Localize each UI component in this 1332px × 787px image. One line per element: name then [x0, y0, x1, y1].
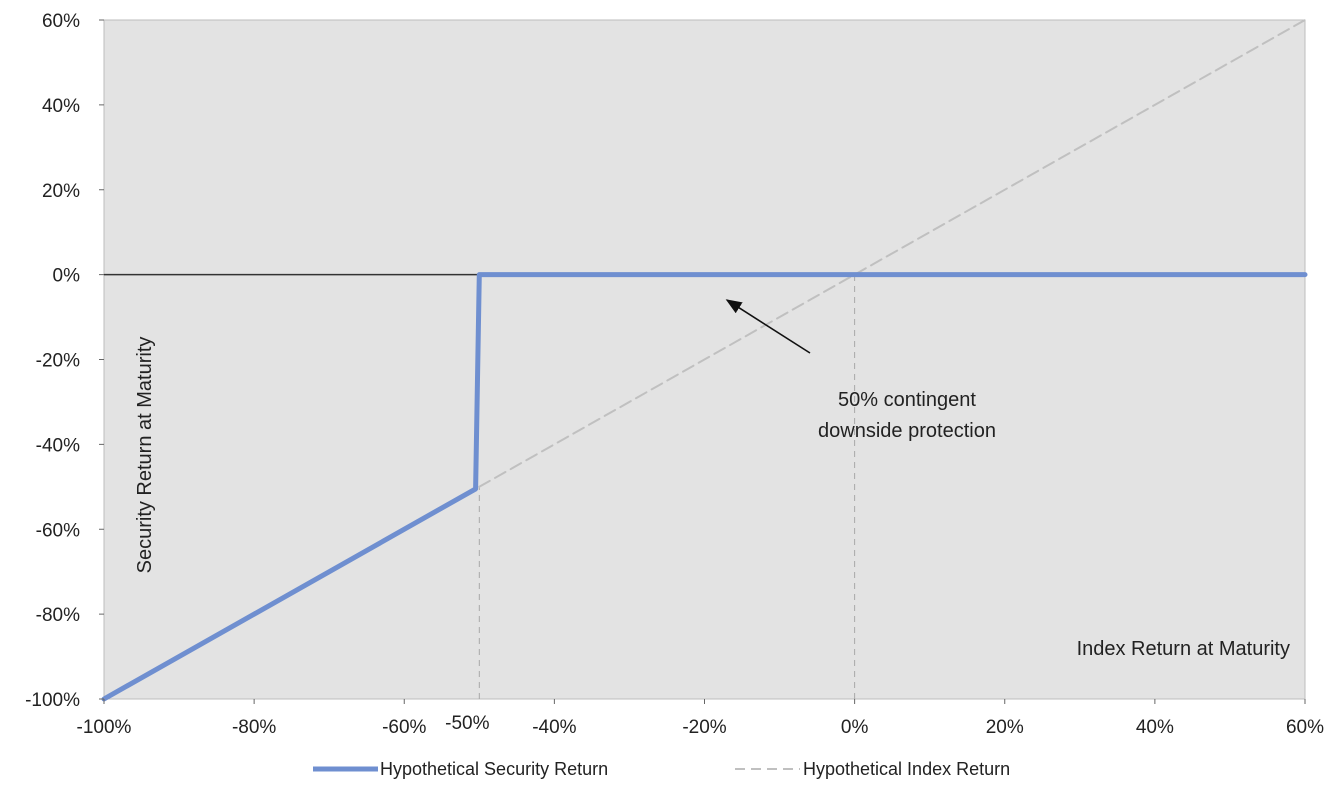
- y-tick-label: 20%: [42, 181, 80, 202]
- legend: Hypothetical Security Return Hypothetica…: [313, 759, 1010, 779]
- y-tick-label: -40%: [36, 435, 80, 456]
- x-tick-label: -20%: [682, 717, 726, 738]
- x-tick-label: -100%: [77, 717, 132, 738]
- annotation-arrow: [725, 299, 811, 354]
- x-tick-label: -80%: [232, 717, 276, 738]
- y-tick-label: -80%: [36, 605, 80, 626]
- y-tick-label: 60%: [42, 11, 80, 32]
- x-tick-label: 20%: [986, 717, 1024, 738]
- x-tick-label: -40%: [532, 717, 576, 738]
- y-tick-label: -20%: [36, 351, 80, 372]
- annotation-text-line-1: 50% contingent: [838, 389, 976, 411]
- y-tick-label: 40%: [42, 96, 80, 117]
- x-tick-label: 0%: [841, 717, 869, 738]
- annotation-protection: 50% contingent downside protection: [725, 299, 996, 442]
- y-axis-label: Security Return at Maturity: [134, 337, 156, 574]
- legend-label-index: Hypothetical Index Return: [803, 759, 1010, 779]
- annotation-text-line-2: downside protection: [818, 420, 996, 442]
- series-line-security: [101, 272, 1308, 702]
- legend-label-security: Hypothetical Security Return: [380, 759, 608, 779]
- x-axis-label: Index Return at Maturity: [1077, 638, 1290, 660]
- y-tick-label: 0%: [53, 266, 81, 287]
- series-line-index: [478, 19, 1306, 488]
- x-tick-label: -60%: [382, 717, 426, 738]
- y-tick-label: -100%: [25, 690, 80, 711]
- y-tick-label: -60%: [36, 520, 80, 541]
- x-tick-label: 40%: [1136, 717, 1174, 738]
- x-tick-label: 60%: [1286, 717, 1324, 738]
- x-tick-label-barrier: -50%: [445, 713, 489, 734]
